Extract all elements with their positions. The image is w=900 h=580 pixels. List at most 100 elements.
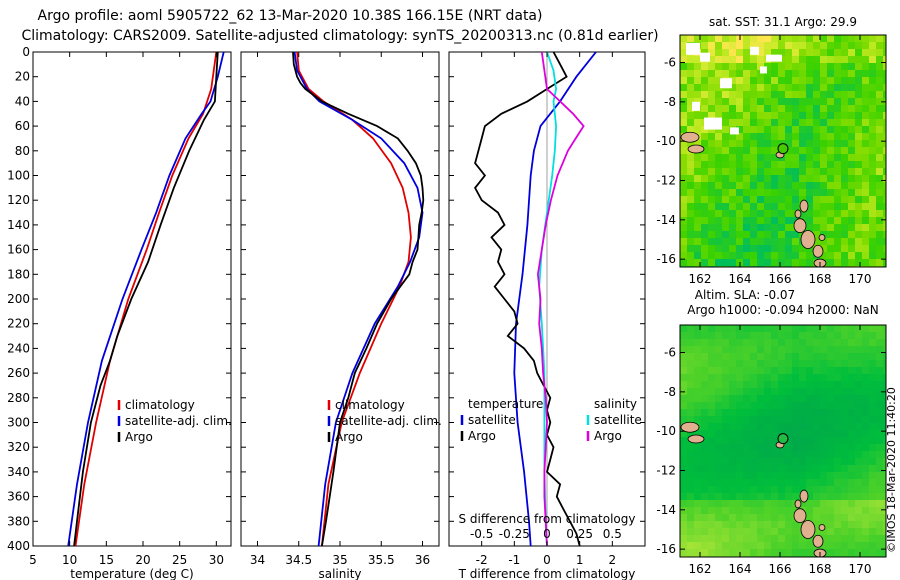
map-cell [778,395,785,402]
map-cell [799,395,806,402]
map-cell [715,388,722,395]
map-cell [876,91,883,98]
no-data-cell [750,46,759,55]
map-cell [883,154,886,161]
map-cell [827,451,834,458]
map-cell [806,374,813,381]
map-cell [757,367,764,374]
map-cell [813,367,820,374]
map-cell [883,444,886,451]
map-cell [694,119,701,126]
map-cell [736,175,743,182]
map-cell [750,472,757,479]
map-cell [680,521,687,528]
map-cell [694,542,701,549]
map-cell [876,381,883,388]
map-cell [848,493,855,500]
map-cell [806,77,813,84]
map-cell [729,112,736,119]
map-cell [736,98,743,105]
map-cell [694,339,701,346]
map-cell [708,451,715,458]
map-cell [743,500,750,507]
map-cell [799,402,806,409]
map-cell [876,395,883,402]
map-cell [764,189,771,196]
map-cell [771,84,778,91]
land-island [818,234,826,241]
map-cell [743,451,750,458]
map-cell [743,91,750,98]
map-cell [750,161,757,168]
map-cell [813,486,820,493]
map-cell [778,119,785,126]
map-cell [792,231,799,238]
map-cell [701,549,708,556]
map-cell [687,507,694,514]
map-xtick-label: 164 [729,272,752,286]
map-cell [729,231,736,238]
map-cell [813,402,820,409]
map-cell [708,161,715,168]
map-cell [848,182,855,189]
map-cell [701,493,708,500]
map-cell [855,231,862,238]
map-cell [750,353,757,360]
map-cell [701,245,708,252]
map-cell [764,126,771,133]
map-cell [820,500,827,507]
map-cell [743,381,750,388]
map-cell [715,507,722,514]
map-cell [799,140,806,147]
map-cell [680,203,687,210]
map-cell [848,402,855,409]
map-cell [771,182,778,189]
map-cell [778,196,785,203]
map-cell [806,479,813,486]
map-cell [876,119,883,126]
map-cell [694,203,701,210]
map-cell [820,402,827,409]
map-cell [736,84,743,91]
map-cell [764,224,771,231]
map-cell [841,189,848,196]
map-cell [771,542,778,549]
map-cell [883,70,886,77]
map-cell [729,444,736,451]
map-cell [757,238,764,245]
map-cell [848,126,855,133]
map-cell [883,210,886,217]
ytick-label: 260 [7,366,30,380]
map-cell [785,133,792,140]
map-cell [827,252,834,259]
map-cell [736,535,743,542]
map-cell [876,105,883,112]
map-cell [883,521,886,528]
map-cell [757,465,764,472]
map-cell [778,332,785,339]
map-cell [841,231,848,238]
map-cell [785,395,792,402]
map-cell [855,353,862,360]
map-cell [883,147,886,154]
map-cell [841,437,848,444]
map-cell [869,479,876,486]
map-cell [687,35,694,42]
map-cell [680,514,687,521]
map-cell [869,360,876,367]
map-cell [687,416,694,423]
map-cell [771,451,778,458]
map-cell [687,182,694,189]
map-cell [736,119,743,126]
map-cell [834,63,841,70]
map-cell [694,154,701,161]
map-cell [799,465,806,472]
map-cell [813,63,820,70]
map-cell [792,423,799,430]
map-cell [883,217,886,224]
map-cell [771,339,778,346]
map-cell [827,528,834,535]
map-cell [813,154,820,161]
map-cell [820,196,827,203]
difference-panel: -2 -1 0 1 2-0.5 -0.25 0 0.25 0.5 S difference fr… [448,51,646,580]
